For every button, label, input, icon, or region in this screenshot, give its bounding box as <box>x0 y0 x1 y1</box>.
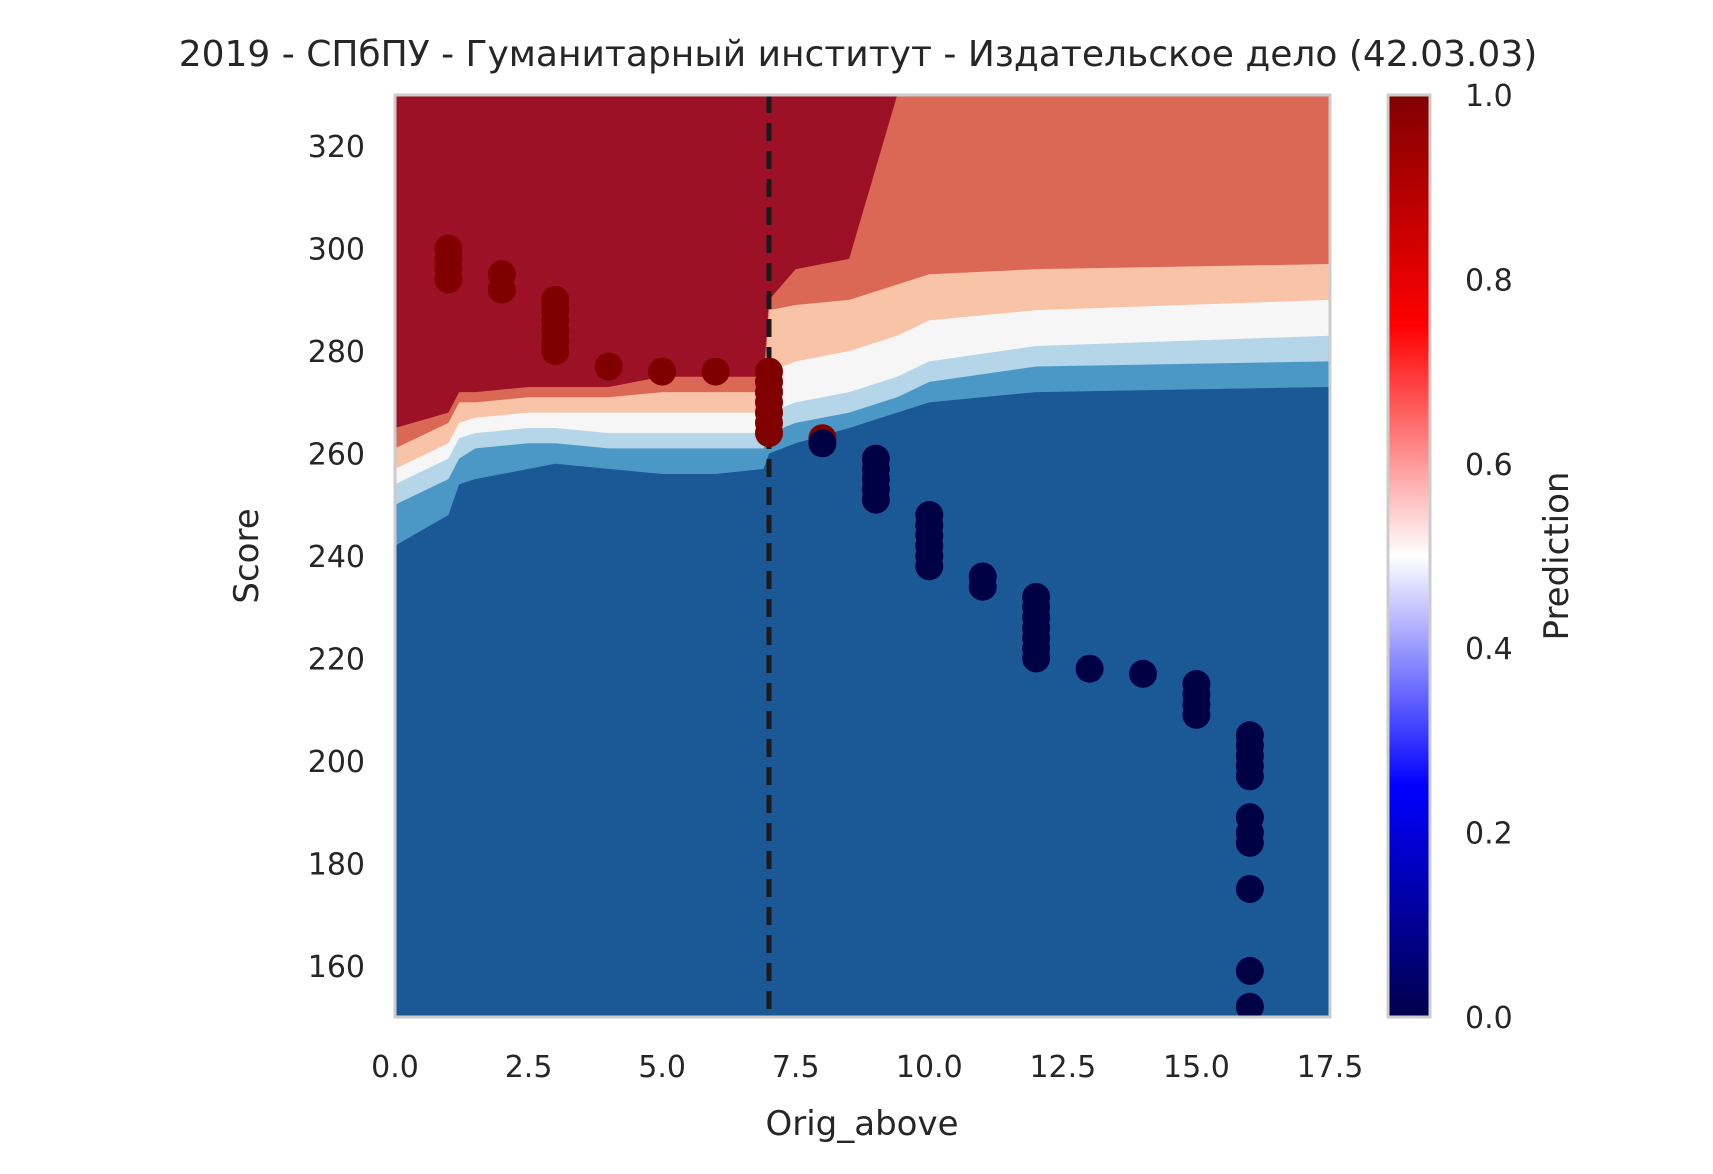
x-axis-ticks: 0.0 2.5 5.0 7.5 10.0 12.5 15.0 17.5 <box>371 1050 1363 1085</box>
data-point-not_admitted <box>1235 874 1264 903</box>
colorbar-tick-label: 0.6 <box>1465 448 1513 483</box>
x-tick-label: 17.5 <box>1297 1050 1364 1085</box>
colorbar-gradient <box>1386 93 1432 1019</box>
colorbar-tick-label: 0.8 <box>1465 263 1513 298</box>
data-point-admitted <box>755 419 783 448</box>
data-point-not_admitted <box>1182 700 1211 729</box>
colorbar-tick-label: 0.2 <box>1465 817 1513 852</box>
decision-surface <box>395 95 1330 1017</box>
data-point-not_admitted <box>968 572 997 601</box>
colorbar-tick-label: 0.4 <box>1465 632 1513 667</box>
x-tick-label: 2.5 <box>505 1050 553 1085</box>
y-tick-label: 240 <box>308 540 365 575</box>
data-point-admitted <box>434 265 463 294</box>
y-axis-ticks: 160 180 200 220 240 260 280 300 320 <box>308 130 365 985</box>
y-tick-label: 300 <box>308 233 365 268</box>
y-axis-label: Score <box>227 508 267 603</box>
x-tick-label: 12.5 <box>1029 1050 1096 1085</box>
colorbar-tick-label: 0.0 <box>1465 1001 1513 1036</box>
y-tick-label: 280 <box>308 335 365 370</box>
data-point-admitted <box>541 337 570 366</box>
colorbar-tick-label: 1.0 <box>1465 79 1513 114</box>
surface-band-6 <box>395 95 1330 428</box>
y-tick-label: 160 <box>308 950 365 985</box>
data-point-not_admitted <box>808 429 837 458</box>
y-tick-label: 220 <box>308 642 365 677</box>
x-tick-label: 5.0 <box>638 1050 686 1085</box>
data-point-admitted <box>594 352 623 381</box>
colorbar-label: Prediction <box>1537 472 1577 641</box>
y-tick-label: 320 <box>308 130 365 165</box>
x-tick-label: 10.0 <box>896 1050 963 1085</box>
data-point-not_admitted <box>1235 956 1264 985</box>
y-tick-label: 200 <box>308 745 365 780</box>
data-point-not_admitted <box>861 485 890 514</box>
data-point-not_admitted <box>1075 654 1104 683</box>
data-point-not_admitted <box>1022 644 1051 673</box>
data-point-admitted <box>648 357 677 386</box>
data-point-admitted <box>701 357 730 386</box>
chart-title: 2019 - СПбПУ - Гуманитарный институт - И… <box>179 34 1538 75</box>
x-tick-label: 15.0 <box>1163 1050 1230 1085</box>
data-point-not_admitted <box>915 552 944 581</box>
colorbar: 0.0 0.2 0.4 0.6 0.8 1.0 Prediction <box>1386 79 1577 1036</box>
data-point-not_admitted <box>1235 992 1264 1017</box>
data-point-admitted <box>487 275 516 304</box>
scatter-points <box>434 234 1264 1017</box>
x-axis-label: Orig_above <box>765 1104 958 1144</box>
data-point-not_admitted <box>1235 828 1264 857</box>
colorbar-ticks: 0.0 0.2 0.4 0.6 0.8 1.0 <box>1465 79 1513 1036</box>
data-point-not_admitted <box>1129 659 1157 688</box>
plot-area <box>395 95 1330 1017</box>
y-tick-label: 260 <box>308 438 365 473</box>
x-tick-label: 0.0 <box>371 1050 419 1085</box>
y-tick-label: 180 <box>308 847 365 882</box>
x-tick-label: 7.5 <box>772 1050 820 1085</box>
plot-frame <box>393 93 1332 1019</box>
data-point-not_admitted <box>1235 762 1264 791</box>
